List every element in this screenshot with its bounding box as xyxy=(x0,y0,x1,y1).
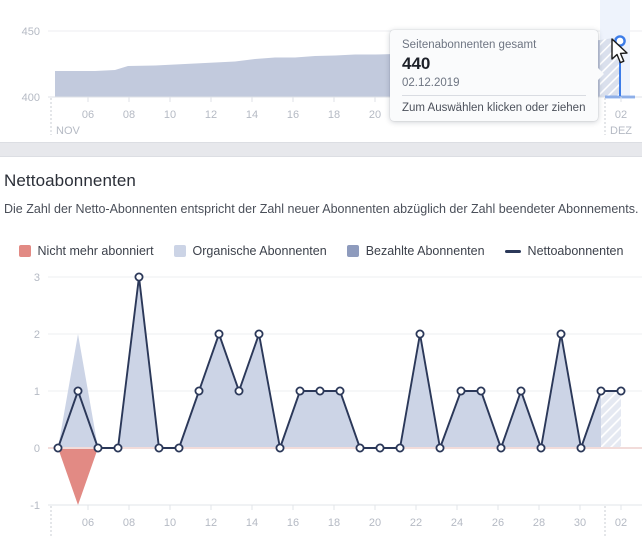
data-point[interactable] xyxy=(93,443,103,453)
top-xtick-5: 16 xyxy=(287,109,299,121)
bottom-ytick-neg1: -1 xyxy=(30,500,40,512)
data-point[interactable] xyxy=(275,443,285,453)
top-ytick-450: 450 xyxy=(22,26,40,38)
bottom-xtick-12: 30 xyxy=(574,517,586,529)
unsubscribed-area xyxy=(58,448,98,505)
top-xtick-6: 18 xyxy=(328,109,340,121)
top-xtick-7: 20 xyxy=(369,109,381,121)
tooltip-date: 02.12.2019 xyxy=(402,77,460,89)
bottom-xtick-8: 22 xyxy=(410,517,422,529)
bottom-xtick-9: 24 xyxy=(451,517,463,529)
section-description: Die Zahl der Netto-Abonnenten entspricht… xyxy=(4,202,639,216)
data-point[interactable] xyxy=(214,329,224,339)
section-title: Nettoabonnenten xyxy=(4,171,136,190)
month-label-start: NOV xyxy=(56,125,81,137)
month-label-end: DEZ xyxy=(610,125,632,137)
bottom-x-ticks xyxy=(87,505,622,510)
section-separator xyxy=(0,142,642,157)
data-point[interactable] xyxy=(496,443,506,453)
data-point[interactable] xyxy=(154,443,164,453)
projection-hatch-area-bottom xyxy=(601,391,621,448)
bottom-xtick-2: 10 xyxy=(164,517,176,529)
legend-swatch-unsubscribed-icon xyxy=(18,245,31,257)
top-xtick-2: 10 xyxy=(164,109,176,121)
data-point[interactable] xyxy=(335,386,345,396)
bottom-xtick-3: 12 xyxy=(205,517,217,529)
top-xtick-0: 06 xyxy=(82,109,94,121)
net-subscribers-chart-panel[interactable]: 3 2 1 0 -1 06 08 10 12 14 16 18 20 22 24… xyxy=(0,265,642,541)
legend-label-unsubscribed: Nicht mehr abonniert xyxy=(37,244,154,258)
bottom-xtick-0: 06 xyxy=(82,517,94,529)
data-point[interactable] xyxy=(234,386,244,396)
data-point[interactable] xyxy=(476,386,486,396)
data-point[interactable] xyxy=(315,386,325,396)
legend-line-net-icon xyxy=(504,249,521,253)
top-xtick-3: 12 xyxy=(205,109,217,121)
bottom-xtick-10: 26 xyxy=(492,517,504,529)
net-subscribers-section: Nettoabonnenten Die Zahl der Netto-Abonn… xyxy=(0,157,642,541)
data-point[interactable] xyxy=(134,272,144,282)
bottom-xtick-5: 16 xyxy=(287,517,299,529)
data-point[interactable] xyxy=(53,443,63,453)
data-point[interactable] xyxy=(435,443,445,453)
chart-legend: Nicht mehr abonniert Organische Abonnent… xyxy=(0,244,642,258)
tooltip-title: Seitenabonnenten gesamt xyxy=(402,39,537,51)
tooltip-hint: Zum Auswählen klicken oder ziehen xyxy=(402,102,586,114)
net-subscribers-chart[interactable]: 3 2 1 0 -1 06 08 10 12 14 16 18 20 22 24… xyxy=(0,265,642,541)
legend-swatch-paid-icon xyxy=(346,245,359,257)
bottom-xtick-11: 28 xyxy=(533,517,545,529)
bottom-xtick-1: 08 xyxy=(123,517,135,529)
tooltip-value: 440 xyxy=(402,54,431,73)
data-point[interactable] xyxy=(536,443,546,453)
tooltip-arrow xyxy=(597,67,604,81)
legend-item-unsubscribed[interactable]: Nicht mehr abonniert xyxy=(18,244,154,258)
data-point[interactable] xyxy=(596,386,606,396)
data-point[interactable] xyxy=(576,443,586,453)
net-subscribers-points[interactable] xyxy=(53,272,626,453)
top-xtick-13: 02 xyxy=(615,109,627,121)
legend-label-net: Nettoabonnenten xyxy=(527,244,624,258)
data-point[interactable] xyxy=(113,443,123,453)
legend-item-organic[interactable]: Organische Abonnenten xyxy=(173,244,327,258)
data-point[interactable] xyxy=(295,386,305,396)
data-point[interactable] xyxy=(616,386,626,396)
bottom-ytick-0: 0 xyxy=(34,443,40,455)
organic-subscribers-area xyxy=(58,277,601,448)
top-xtick-1: 08 xyxy=(123,109,135,121)
bottom-ytick-1: 1 xyxy=(34,386,40,398)
bottom-ytick-2: 2 xyxy=(34,329,40,341)
data-point[interactable] xyxy=(355,443,365,453)
top-xtick-4: 14 xyxy=(246,109,258,121)
data-point[interactable] xyxy=(174,443,184,453)
bottom-xtick-7: 20 xyxy=(369,517,381,529)
chart-tooltip: Seitenabonnenten gesamt 440 02.12.2019 Z… xyxy=(390,30,604,121)
data-point[interactable] xyxy=(194,386,204,396)
data-point[interactable] xyxy=(73,386,83,396)
legend-label-paid: Bezahlte Abonnenten xyxy=(365,244,485,258)
data-point[interactable] xyxy=(556,329,566,339)
data-point[interactable] xyxy=(415,329,425,339)
data-point[interactable] xyxy=(375,443,385,453)
legend-swatch-organic-icon xyxy=(173,245,186,257)
bottom-ytick-3: 3 xyxy=(34,272,40,284)
bottom-xtick-4: 14 xyxy=(246,517,258,529)
tooltip-divider xyxy=(402,95,586,96)
legend-label-organic: Organische Abonnenten xyxy=(192,244,327,258)
data-point[interactable] xyxy=(456,386,466,396)
data-point[interactable] xyxy=(395,443,405,453)
bottom-month-dividers xyxy=(50,506,606,537)
bottom-xtick-6: 18 xyxy=(328,517,340,529)
data-point[interactable] xyxy=(516,386,526,396)
total-subscribers-chart-panel[interactable]: 450 400 06 08 10 12 14 16 18 20 22 24 26… xyxy=(0,0,642,142)
legend-item-paid[interactable]: Bezahlte Abonnenten xyxy=(346,244,485,258)
legend-item-net[interactable]: Nettoabonnenten xyxy=(504,244,624,258)
bottom-xtick-13: 02 xyxy=(615,517,627,529)
top-ytick-400: 400 xyxy=(22,92,40,104)
data-point[interactable] xyxy=(254,329,264,339)
